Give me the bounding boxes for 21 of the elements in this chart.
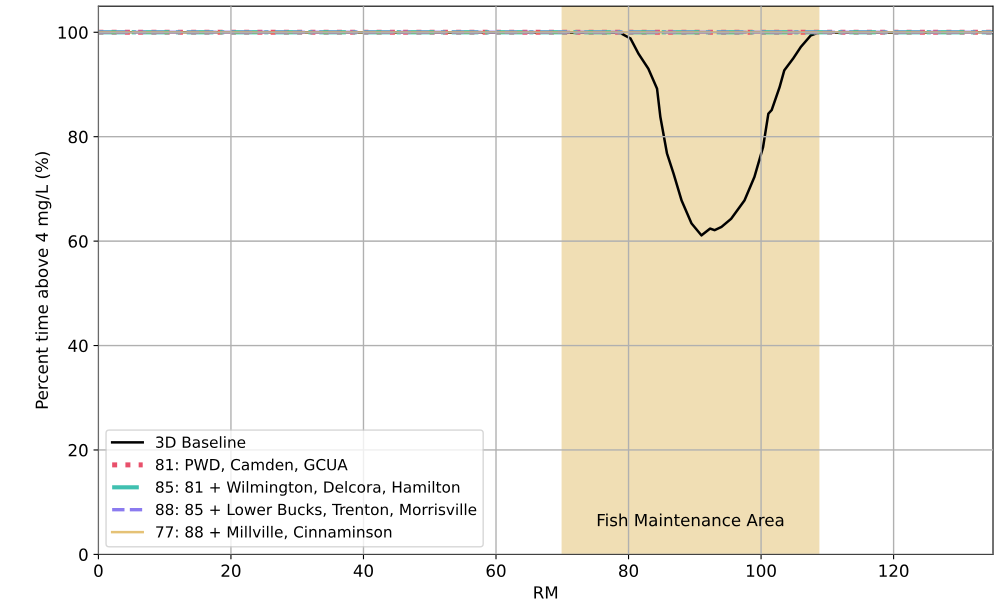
band-label: Fish Maintenance Area xyxy=(598,513,784,526)
y-axis-title: Percent time above 4 mg/L (%) xyxy=(35,152,52,408)
x-tick-label: 20 xyxy=(222,564,240,578)
x-tick-label: 0 xyxy=(94,564,103,578)
x-tick-label: 100 xyxy=(746,564,776,578)
legend-label: 77: 88 + Millville, Cinnaminson xyxy=(156,526,392,540)
y-tick-label: 20 xyxy=(68,444,88,457)
y-tick-label: 80 xyxy=(68,130,88,144)
y-tick-label: 40 xyxy=(68,340,88,352)
legend-label: 85: 81 + Wilmington, Delcora, Hamilton xyxy=(156,481,460,496)
x-tick-label: 80 xyxy=(619,564,638,578)
legend-label: 3D Baseline xyxy=(156,436,246,448)
y-tick-label: 0 xyxy=(79,548,88,561)
y-tick-label: 60 xyxy=(68,235,88,248)
x-tick-label: 60 xyxy=(486,564,506,578)
x-tick-label: 120 xyxy=(880,564,908,578)
legend-label: 81: PWD, Camden, GCUA xyxy=(156,458,348,472)
x-tick-label: 40 xyxy=(354,564,373,578)
x-axis-title: RM xyxy=(534,586,558,598)
legend-label: 88: 85 + Lower Bucks, Trenton, Morrisville xyxy=(156,503,476,517)
y-tick-label: 100 xyxy=(58,26,88,39)
